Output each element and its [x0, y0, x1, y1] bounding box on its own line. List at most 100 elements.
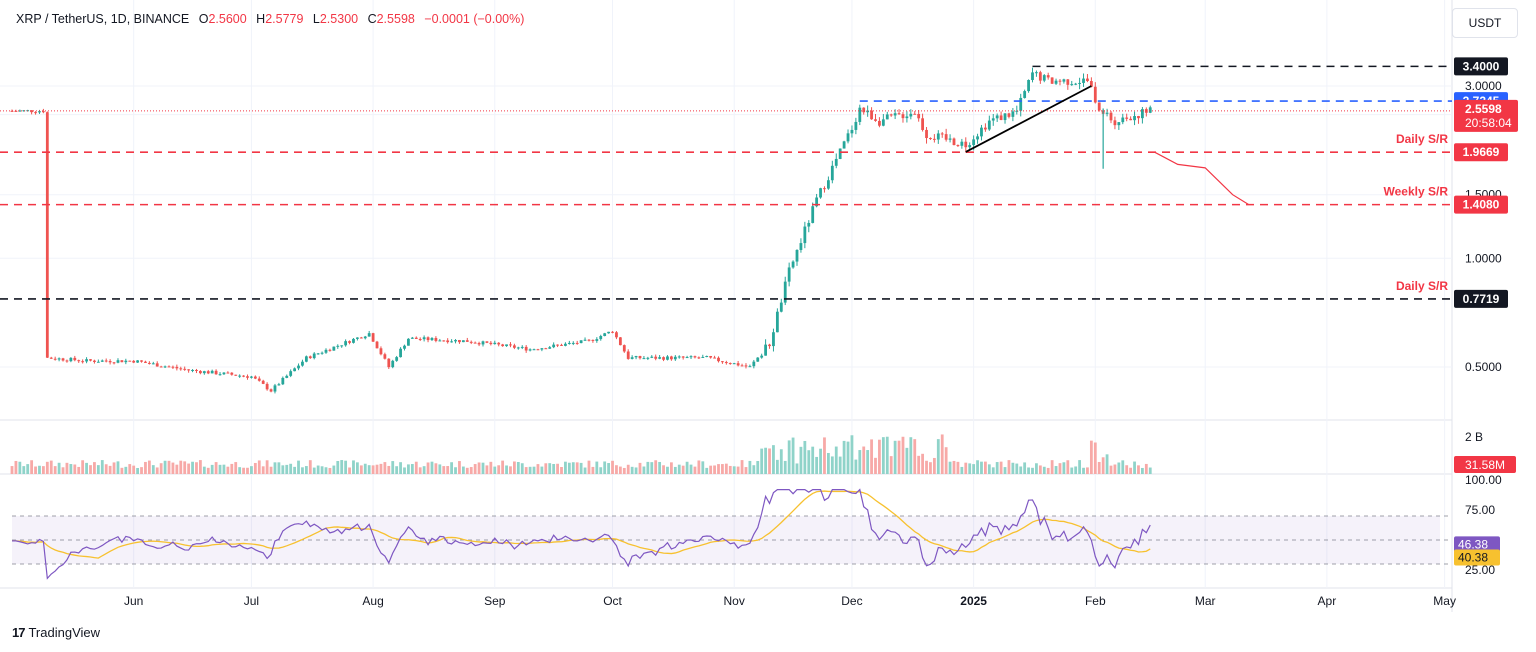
- candle-body: [45, 112, 49, 358]
- volume-bar: [297, 460, 300, 474]
- candle-body: [881, 119, 885, 126]
- volume-bar: [30, 460, 34, 474]
- volume-bar: [226, 466, 230, 474]
- volume-bar: [454, 467, 457, 474]
- currency-button[interactable]: USDT: [1452, 8, 1518, 38]
- volume-bar: [175, 464, 179, 474]
- volume-bar: [379, 463, 383, 474]
- candle-body: [379, 348, 383, 355]
- candle-body: [336, 345, 340, 347]
- candle-body: [752, 361, 756, 367]
- candle-body: [874, 119, 877, 121]
- volume-bar: [1070, 467, 1074, 474]
- volume-bar: [1038, 465, 1042, 474]
- candle-body: [1105, 112, 1109, 114]
- candle-body: [528, 349, 532, 351]
- volume-bar: [721, 464, 724, 474]
- grid-lines: [0, 0, 1453, 612]
- candle-body: [93, 360, 96, 362]
- volume-bar: [399, 462, 402, 474]
- candle-body: [662, 357, 665, 360]
- candle-body: [795, 249, 799, 262]
- candle-body: [705, 356, 709, 358]
- volume-bar: [151, 465, 155, 474]
- volume-bar: [681, 465, 685, 474]
- rsi-value-label: 46.38: [1458, 537, 1488, 551]
- volume-bar: [442, 466, 446, 474]
- volume-bar: [709, 465, 713, 474]
- volume-bar: [344, 460, 348, 474]
- candle-body: [1141, 109, 1144, 119]
- volume-bar: [740, 460, 744, 474]
- volume-bar: [713, 465, 716, 474]
- volume-bar: [450, 462, 453, 474]
- candle-body: [956, 145, 960, 147]
- candle-body: [1125, 117, 1129, 119]
- volume-bar: [199, 460, 202, 474]
- volume-bar: [995, 462, 999, 474]
- candle-body: [968, 145, 972, 148]
- tradingview-brand[interactable]: 17 TradingView: [12, 625, 100, 640]
- volume-bar: [999, 461, 1003, 474]
- volume-bar: [1035, 463, 1038, 474]
- trendline: [965, 85, 1092, 153]
- volume-bar: [528, 466, 532, 474]
- rsi-ma-tag: [1454, 549, 1500, 566]
- candle-body: [681, 356, 685, 358]
- volume-bar: [618, 466, 622, 474]
- volume-bar: [391, 461, 395, 474]
- volume-bar: [1042, 466, 1046, 474]
- candle-body: [497, 342, 501, 345]
- rsi-ma-label: 40.38: [1458, 551, 1488, 565]
- candle-body: [195, 369, 198, 371]
- volume-bar: [1105, 454, 1109, 474]
- volume-bar: [257, 460, 261, 474]
- symbol-name[interactable]: XRP / TetherUS, 1D, BINANCE: [16, 12, 190, 26]
- candle-body: [980, 127, 983, 137]
- candle-body: [571, 342, 575, 344]
- volume-bar: [1097, 461, 1101, 474]
- volume-bar: [1062, 462, 1066, 474]
- candle-body: [410, 337, 414, 339]
- volume-bar: [14, 460, 18, 474]
- volume-bar: [69, 464, 73, 474]
- volume-bar: [854, 459, 858, 474]
- candle-body: [199, 370, 202, 374]
- volume-bar: [874, 457, 877, 474]
- volume-bar: [642, 466, 646, 474]
- volume-bar: [1046, 467, 1050, 474]
- candle-body: [81, 361, 85, 363]
- volume-bar: [1007, 460, 1011, 474]
- volume-bar: [191, 461, 194, 474]
- candle-body: [179, 368, 183, 370]
- volume-bar: [1148, 467, 1152, 474]
- candle-body: [819, 188, 822, 198]
- volume-bar: [948, 461, 952, 474]
- candle-body: [991, 118, 995, 121]
- volume-bar: [410, 464, 414, 474]
- candle-body: [250, 376, 253, 378]
- candle-body: [363, 336, 367, 339]
- volume-bar: [670, 462, 673, 474]
- candle-body: [430, 338, 434, 341]
- candle-body: [556, 344, 559, 346]
- candle-body: [524, 346, 528, 351]
- candle-body: [673, 356, 677, 360]
- candle-body: [1121, 117, 1125, 123]
- candle-body: [34, 112, 37, 114]
- volume-bar: [253, 462, 257, 474]
- volume-bar: [972, 464, 976, 474]
- volume-bar: [53, 466, 57, 474]
- volume-bar: [677, 464, 681, 474]
- volume-bar: [987, 464, 991, 474]
- volume-bar: [202, 466, 206, 474]
- x-tick-label: Jul: [244, 594, 259, 608]
- candle-body: [257, 378, 261, 381]
- volume-bar: [772, 445, 775, 474]
- volume-bar: [626, 464, 630, 474]
- candle-body: [458, 339, 461, 343]
- volume-bar: [925, 460, 928, 474]
- candle-body: [375, 341, 379, 349]
- candle-body: [1031, 72, 1034, 81]
